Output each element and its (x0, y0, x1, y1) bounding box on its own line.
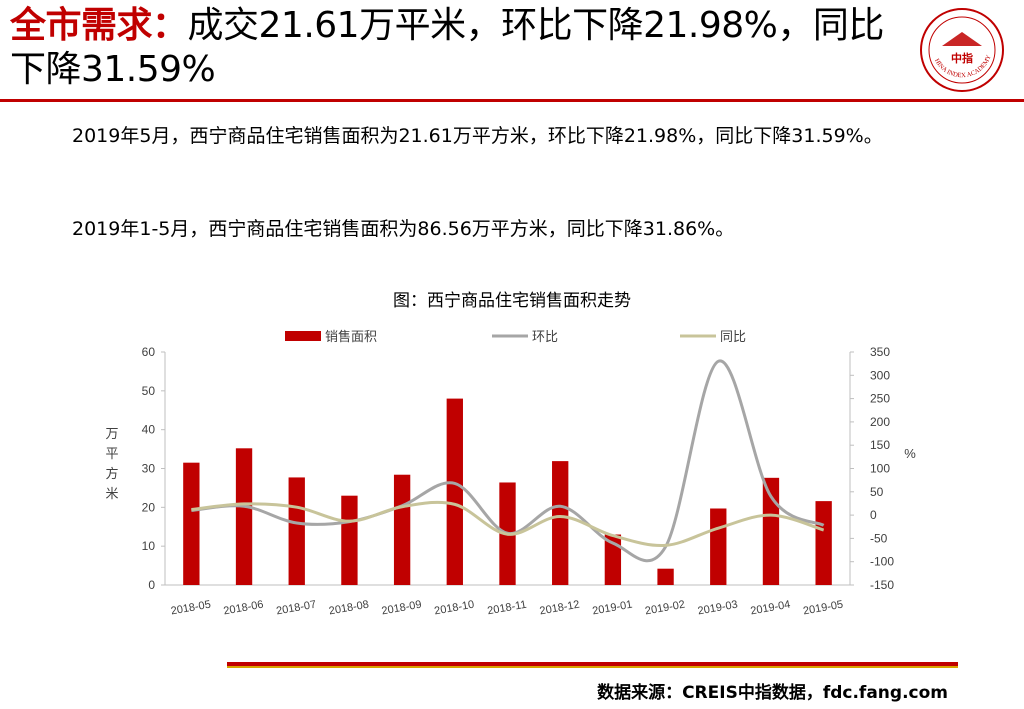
x-tick-label: 2018-12 (539, 599, 581, 618)
bar-2018-09 (393, 474, 411, 585)
bar-2018-08 (341, 495, 358, 585)
y2-tick-label: 0 (870, 508, 877, 522)
legend-swatch-销售面积 (285, 331, 321, 341)
bar-2019-04 (762, 477, 780, 585)
header-divider (0, 99, 1024, 102)
bar-2018-07 (288, 477, 305, 585)
y-tick-label: 30 (142, 462, 156, 476)
chart-title: 图：西宁商品住宅销售面积走势 (393, 291, 631, 311)
y-tick-label: 0 (148, 578, 155, 592)
bar-2018-12 (552, 461, 569, 585)
y2-tick-label: -100 (870, 555, 894, 569)
y-tick-label: 50 (142, 384, 156, 398)
y2-tick-label: 250 (870, 392, 890, 406)
x-tick-label: 2018-10 (433, 599, 475, 618)
y-axis-label-char: 平 (105, 446, 118, 461)
paragraph-1: 2019年5月，西宁商品住宅销售面积为21.61万平方米，环比下降21.98%，… (72, 125, 883, 147)
x-tick-label: 2019-01 (591, 599, 633, 618)
y2-tick-label: 50 (870, 485, 884, 499)
y-tick-label: 60 (142, 345, 156, 359)
page-title: 全市需求：成交21.61万平米，环比下降21.98%，同比下降31.59% (10, 4, 910, 92)
legend-label-销售面积: 销售面积 (325, 329, 377, 344)
y2-tick-label: -50 (870, 531, 888, 545)
x-tick-label: 2018-11 (486, 599, 527, 618)
y2-axis-label: % (904, 446, 916, 461)
sales-area-chart: 0 10 20 30 40 50 60 -150 -100 -50 0 50 100 150 200 250 3… (105, 329, 916, 618)
x-tick-label: 2018-06 (223, 599, 265, 618)
x-tick-label: 2018-08 (328, 599, 370, 618)
bar-2019-05 (815, 501, 832, 585)
y-axis-label-char: 方 (105, 466, 118, 481)
y-axis-label-char: 万 (105, 426, 118, 441)
china-index-academy-seal-icon: CHINA INDEX ACADEMY 中指 (918, 6, 1004, 92)
x-tick-label: 2019-04 (750, 599, 792, 618)
footer-divider (227, 662, 958, 668)
page-title-lead: 全市需求： (10, 5, 188, 46)
page-title-rest: 成交21.61万平米，环比下降21.98%，同比下降31.59% (10, 5, 884, 90)
bar-2019-03 (710, 508, 727, 585)
x-tick-label: 2018-09 (381, 599, 423, 618)
y2-tick-label: 300 (870, 368, 890, 382)
x-tick-label: 2019-05 (802, 599, 844, 618)
y2-tick-label: 350 (870, 345, 890, 359)
y-axis-label-char: 米 (105, 486, 118, 501)
y-tick-label: 20 (142, 500, 156, 514)
x-tick-label: 2019-03 (697, 599, 739, 618)
y2-tick-label: -150 (870, 578, 894, 592)
bar-2018-05 (183, 462, 200, 585)
bar-2019-01 (604, 534, 622, 585)
y2-tick-label: 200 (870, 415, 890, 429)
paragraph-2: 2019年1-5月，西宁商品住宅销售面积为86.56万平方米，同比下降31.86… (72, 218, 735, 240)
logo-center-text: 中指 (951, 51, 973, 65)
legend-label-同比: 同比 (720, 329, 746, 344)
data-source: 数据来源：CREIS中指数据，fdc.fang.com (597, 683, 948, 703)
y2-tick-label: 100 (870, 462, 890, 476)
series-line-环比 (191, 359, 825, 563)
bar-2019-02 (657, 568, 674, 585)
x-tick-label: 2018-07 (275, 599, 317, 618)
y2-tick-label: 150 (870, 438, 890, 452)
y-tick-label: 10 (142, 539, 156, 553)
y-tick-label: 40 (142, 423, 156, 437)
series-line-同比 (191, 500, 825, 548)
bar-2018-10 (446, 398, 463, 585)
bar-2018-06 (235, 448, 253, 585)
legend-label-环比: 环比 (532, 329, 558, 344)
x-tick-label: 2019-02 (644, 599, 686, 618)
x-tick-label: 2018-05 (170, 599, 212, 618)
